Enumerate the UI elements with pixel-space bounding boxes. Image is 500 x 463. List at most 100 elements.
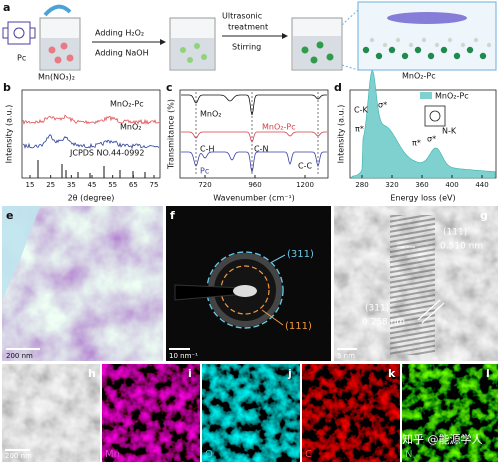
scale-bar: 200 nm bbox=[5, 452, 32, 460]
y-axis-label: Intensity (a.u.) bbox=[337, 105, 346, 164]
y-axis-label: Intensity (a.u.) bbox=[5, 105, 14, 164]
atom bbox=[479, 52, 487, 60]
panel-label: k bbox=[388, 367, 396, 380]
atom bbox=[466, 46, 474, 54]
solution bbox=[41, 38, 79, 69]
pour-arrow bbox=[43, 4, 72, 17]
atom bbox=[447, 37, 453, 43]
pc-molecule bbox=[2, 21, 36, 45]
atom bbox=[388, 46, 396, 54]
atom bbox=[453, 52, 461, 60]
annotation: N-K bbox=[442, 127, 457, 136]
atom bbox=[486, 42, 492, 48]
panel-l: l N bbox=[402, 364, 498, 462]
panel-label: a bbox=[3, 1, 10, 14]
map-image bbox=[302, 364, 400, 462]
atom bbox=[473, 37, 479, 43]
x-tick-label: 25 bbox=[46, 181, 55, 189]
atom bbox=[362, 46, 370, 54]
panel-label: f bbox=[170, 209, 175, 222]
panel-label: h bbox=[88, 367, 96, 380]
lattice bbox=[362, 12, 492, 60]
y-axis-label: Transmitance (%) bbox=[167, 99, 176, 170]
annotation: C-K bbox=[354, 106, 368, 115]
map-image bbox=[402, 364, 498, 462]
annotation: π* bbox=[412, 139, 421, 148]
panel-d: d Intensity (a.u.) MnO₂-Pc C-K σ* π* π* … bbox=[334, 70, 497, 203]
step1-text: Adding H₂O₂ bbox=[95, 29, 144, 38]
series-label: MnO₂ bbox=[200, 110, 221, 119]
atom bbox=[401, 52, 409, 60]
panel-label: j bbox=[287, 367, 292, 380]
panel-a: a Pc Mn(NO₃)₂ Adding H₂O₂ Adding NaOH Ul… bbox=[2, 1, 497, 82]
atom bbox=[440, 46, 448, 54]
pc-structure bbox=[424, 105, 446, 127]
product-label: MnO₂-Pc bbox=[402, 72, 436, 81]
x-tick-label: 960 bbox=[248, 181, 261, 189]
annotation: 0.258 nm bbox=[362, 318, 405, 328]
x-tick-label: 720 bbox=[198, 181, 211, 189]
annotation: (311) bbox=[365, 304, 389, 314]
annotation: (111) bbox=[443, 228, 467, 238]
atom bbox=[421, 37, 427, 43]
map-image bbox=[202, 364, 300, 462]
x-tick-label: 280 bbox=[355, 181, 368, 189]
precursor-label: Mn(NO₃)₂ bbox=[38, 73, 75, 82]
atom bbox=[434, 42, 440, 48]
series-label: MnO₂ bbox=[120, 123, 141, 132]
scale-bar: 10 nm⁻¹ bbox=[169, 352, 198, 360]
panel-c: c Transmitance (%) MnO₂ MnO₂-Pc Pc C-H C… bbox=[166, 81, 329, 203]
step2-text: treatment bbox=[228, 23, 268, 32]
x-tick-label: 65 bbox=[129, 181, 138, 189]
legend-label: MnO₂-Pc bbox=[435, 92, 469, 101]
series-label: MnO₂-Pc bbox=[262, 123, 296, 132]
step2-text: Stirring bbox=[232, 43, 261, 52]
panel-f: (311) (111) f 10 nm⁻¹ bbox=[166, 206, 331, 361]
series-label: JCPDS NO.44-0992 bbox=[69, 149, 144, 158]
x-tick-label: 1200 bbox=[296, 181, 314, 189]
x-tick-label: 400 bbox=[445, 181, 458, 189]
x-axis-label: 2θ (degree) bbox=[68, 194, 115, 203]
annotation: (111) bbox=[285, 321, 312, 332]
x-tick-label: 15 bbox=[26, 181, 35, 189]
annotation: C-N bbox=[254, 145, 268, 154]
panel-b: b Intensity (a.u.) MnO₂-Pc MnO₂ JCPDS NO… bbox=[3, 81, 161, 203]
x-axis-label: Wavenumber (cm⁻¹) bbox=[213, 194, 295, 203]
legend-swatch bbox=[420, 92, 432, 99]
atom bbox=[408, 42, 414, 48]
panel-g: (111) 0.510 nm (311) 0.258 nm g 5 nm bbox=[334, 206, 498, 361]
atom bbox=[375, 52, 383, 60]
x-tick-label: 440 bbox=[475, 181, 488, 189]
x-tick-label: 75 bbox=[150, 181, 159, 189]
annotation: 0.510 nm bbox=[440, 242, 483, 252]
atom bbox=[395, 37, 401, 43]
panel-k: k C bbox=[302, 364, 400, 462]
annotation: (311) bbox=[287, 249, 314, 260]
map-image bbox=[102, 364, 200, 462]
atom bbox=[427, 52, 435, 60]
panel-h: h 200 nm bbox=[2, 364, 100, 462]
scale-bar: 200 nm bbox=[6, 352, 33, 360]
series-label: Pc bbox=[200, 167, 209, 176]
annotation: σ* bbox=[378, 101, 387, 110]
annotation: π* bbox=[355, 125, 364, 134]
atom bbox=[369, 37, 375, 43]
annotation: C-C bbox=[298, 162, 312, 171]
element-label: C bbox=[305, 449, 312, 460]
panel-label: e bbox=[6, 209, 13, 222]
atom bbox=[414, 46, 422, 54]
panel-label: b bbox=[3, 81, 11, 94]
step1-text: Adding NaOH bbox=[95, 49, 149, 58]
x-tick-label: 55 bbox=[108, 181, 117, 189]
panel-i: i Mn bbox=[102, 364, 200, 462]
molecule-label: Pc bbox=[17, 54, 26, 63]
x-axis-label: Energy loss (eV) bbox=[390, 194, 455, 203]
annotation: σ* bbox=[427, 135, 436, 144]
scale-bar: 5 nm bbox=[337, 352, 355, 360]
step2-text: Ultrasonic bbox=[222, 12, 262, 21]
panel-label: d bbox=[334, 81, 342, 94]
x-tick-label: 360 bbox=[415, 181, 428, 189]
panel-label: l bbox=[486, 367, 490, 380]
atom bbox=[382, 42, 388, 48]
